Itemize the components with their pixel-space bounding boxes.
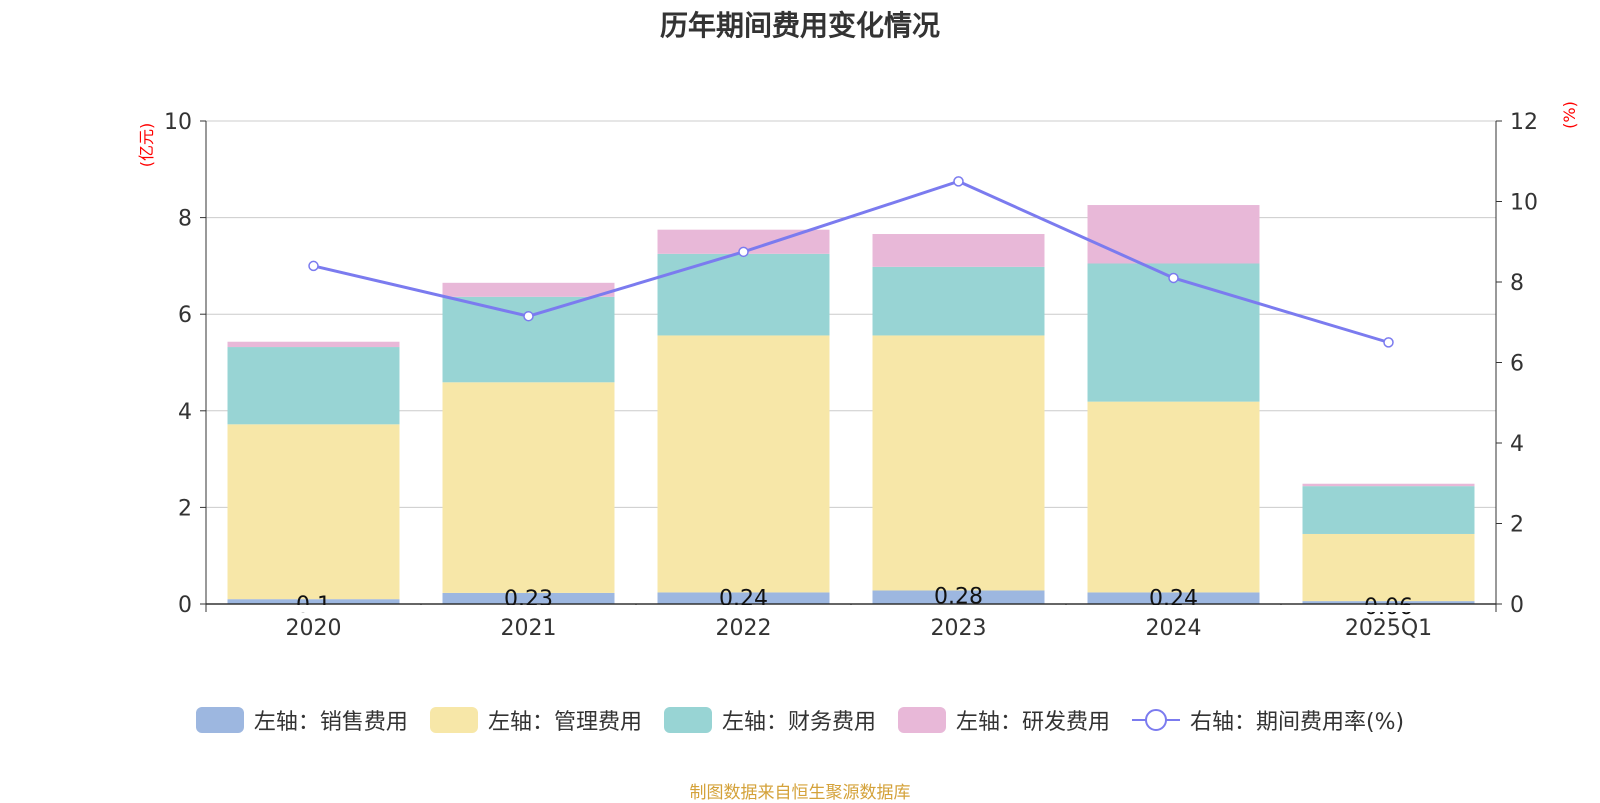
bar-segment xyxy=(872,234,1045,267)
expense-ratio-point xyxy=(953,176,964,187)
bar-segment xyxy=(1087,263,1260,402)
expense-ratio-point xyxy=(738,246,749,258)
legend-line-circle-icon xyxy=(1131,709,1180,731)
legend-swatch-sales xyxy=(195,707,244,733)
bar-segment xyxy=(657,335,830,593)
right-axis-tick-label: 10 xyxy=(1510,191,1538,216)
expense-ratio-line xyxy=(313,179,1389,344)
left-axis-tick-label: 8 xyxy=(178,207,192,232)
bar-segment xyxy=(872,590,1045,604)
right-axis-tick-label: 4 xyxy=(1510,432,1524,457)
bar-segment xyxy=(227,599,400,604)
bar-segment xyxy=(227,341,400,348)
legend-swatch-admin xyxy=(429,707,478,733)
legend-item-sales[interactable]: 左轴：销售费用 xyxy=(195,704,408,736)
legend-label-admin: 左轴：管理费用 xyxy=(487,710,642,735)
bar-segment xyxy=(1302,483,1475,487)
legend-swatch-rnd xyxy=(897,707,946,733)
chart-legend: 左轴：销售费用 左轴：管理费用 左轴：财务费用 左轴：研发费用 右轴：期间费用率… xyxy=(0,704,1600,736)
right-axis-tick-label: 0 xyxy=(1510,593,1524,618)
bar-segment xyxy=(1302,601,1475,604)
legend-label-sales: 左轴：销售费用 xyxy=(253,710,408,735)
left-axis-tick-label: 0 xyxy=(178,593,192,618)
x-axis-tick-label: 2024 xyxy=(1146,616,1202,641)
chart-canvas: 0 2 4 6 8 10 0 2 4 6 8 10 12 2020 2021 2022 2023 2024 2025… xyxy=(137,101,1579,641)
source-footer: 制图数据来自恒生聚源数据库 xyxy=(689,783,911,803)
bar-segment xyxy=(442,296,615,383)
bar-segment xyxy=(442,382,615,593)
chart-title: 历年期间费用变化情况 xyxy=(659,9,940,42)
left-axis-tick-label: 6 xyxy=(178,303,192,328)
right-axis-tick-label: 6 xyxy=(1510,352,1524,377)
right-axis-tick-label: 2 xyxy=(1510,513,1524,538)
left-axis-tick-label: 4 xyxy=(178,400,192,425)
x-axis-tick-label: 2022 xyxy=(716,616,772,641)
bar-segment xyxy=(442,282,615,297)
bar-segment xyxy=(872,266,1045,336)
legend-item-admin[interactable]: 左轴：管理费用 xyxy=(429,704,642,736)
bar-segment xyxy=(872,335,1045,591)
bar-segment xyxy=(442,592,615,604)
left-axis-tick-label: 2 xyxy=(178,496,192,521)
legend-label-expense-ratio: 右轴：期间费用率(%) xyxy=(1189,710,1405,735)
expense-ratio-point xyxy=(1168,272,1179,284)
right-axis-tick-label: 8 xyxy=(1510,271,1524,296)
right-axis-tick-label: 12 xyxy=(1510,110,1538,135)
label-clip-mask xyxy=(207,605,1495,612)
legend-swatch-finance xyxy=(663,707,712,733)
expense-ratio-point xyxy=(1383,337,1394,348)
legend-label-rnd: 左轴：研发费用 xyxy=(955,710,1110,735)
expense-ratio-point xyxy=(523,310,534,322)
x-axis-tick-label: 2025Q1 xyxy=(1345,616,1432,641)
bar-segment xyxy=(1087,592,1260,604)
bar-segment xyxy=(657,592,830,604)
left-axis-tick-label: 10 xyxy=(164,110,192,135)
x-axis-tick-label: 2023 xyxy=(931,616,987,641)
expense-ratio-point xyxy=(308,260,319,272)
bar-segment xyxy=(227,424,400,600)
bar-segment xyxy=(1302,486,1475,534)
left-axis-unit-label: (亿元) xyxy=(137,123,156,168)
x-axis-tick-label: 2021 xyxy=(501,616,557,641)
bar-segment xyxy=(1087,401,1260,593)
legend-item-finance[interactable]: 左轴：财务费用 xyxy=(663,704,876,736)
x-axis-tick-label: 2020 xyxy=(286,616,342,641)
legend-label-finance: 左轴：财务费用 xyxy=(721,710,876,735)
bar-segment xyxy=(1087,205,1260,264)
bar-segment xyxy=(1302,533,1475,602)
right-axis-unit-label: (%) xyxy=(1560,101,1579,129)
legend-item-expense-ratio[interactable]: 右轴：期间费用率(%) xyxy=(1131,704,1405,736)
legend-item-rnd[interactable]: 左轴：研发费用 xyxy=(897,704,1110,736)
bar-segment xyxy=(227,347,400,425)
bar-segment xyxy=(657,253,830,336)
